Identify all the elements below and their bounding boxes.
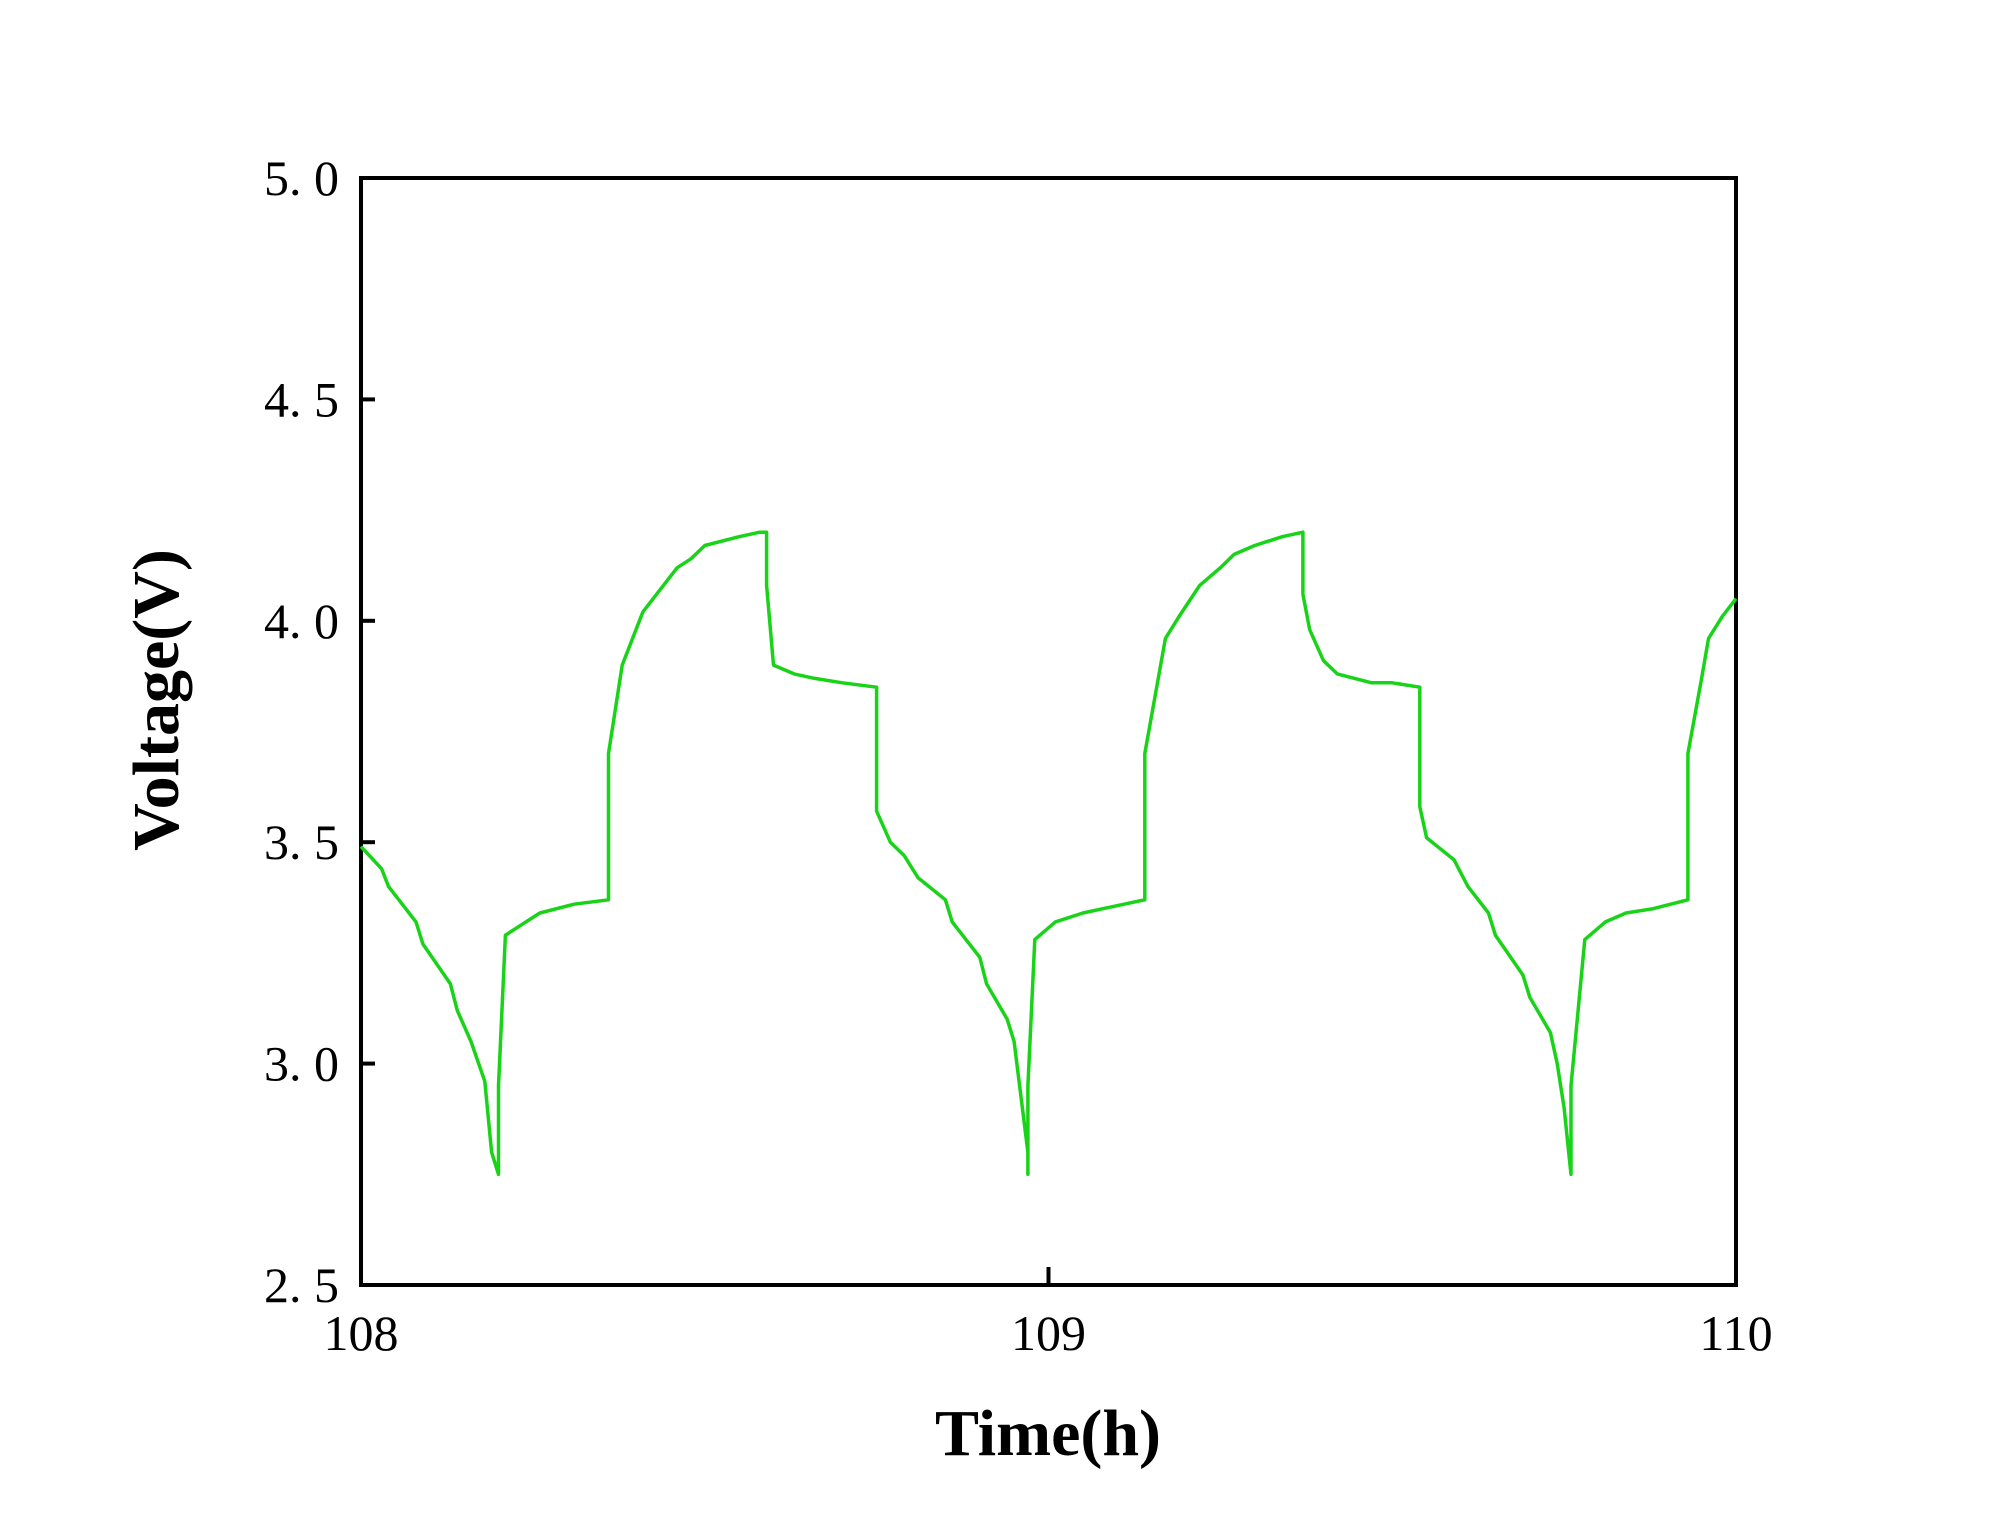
x-tick-label: 109 — [1011, 1305, 1086, 1361]
y-tick-label: 2. 5 — [264, 1257, 339, 1313]
y-tick-label: 4. 5 — [264, 371, 339, 427]
y-tick-label: 3. 0 — [264, 1036, 339, 1092]
x-axis-ticks: 108 109 110 — [324, 1267, 1773, 1361]
y-tick-label: 3. 5 — [264, 814, 339, 870]
plot-frame — [359, 176, 1738, 1287]
x-tick-label: 110 — [1699, 1305, 1772, 1361]
y-axis-title: Voltage(V) — [120, 549, 193, 851]
voltage-series-line — [359, 530, 1738, 1177]
y-tick-label: 5. 0 — [264, 150, 339, 206]
y-tick-label: 4. 0 — [264, 593, 339, 649]
x-axis-title: Time(h) — [935, 1397, 1161, 1470]
y-axis-ticks: 2. 5 3. 0 3. 5 4. 0 4. 5 5. 0 — [264, 150, 375, 1313]
x-tick-label: 108 — [324, 1305, 399, 1361]
series-layer — [359, 530, 1738, 1177]
